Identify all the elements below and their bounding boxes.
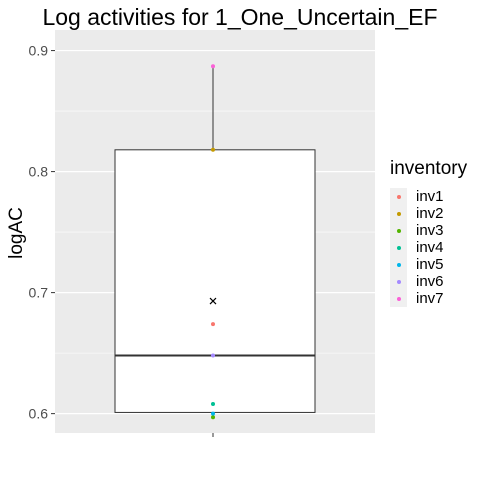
- legend-item-inv7: inv7: [390, 290, 467, 307]
- data-point-inv5: [211, 411, 215, 416]
- chart-title: Log activities for 1_One_Uncertain_EF: [42, 4, 438, 30]
- legend-marker: [397, 246, 401, 250]
- y-tick-label: 0.9: [29, 43, 49, 59]
- legend-marker: [397, 280, 401, 284]
- legend: inventory inv1 inv2 inv3 inv4 inv5 inv6 inv7: [390, 158, 467, 307]
- legend-marker: [397, 263, 401, 267]
- legend-item-inv3: inv3: [390, 222, 467, 239]
- box: [114, 149, 316, 413]
- legend-item-inv6: inv6: [390, 273, 467, 290]
- data-point-inv7: [211, 64, 215, 69]
- legend-item-inv2: inv2: [390, 205, 467, 222]
- legend-key: [390, 205, 407, 222]
- boxplot: [114, 66, 316, 418]
- legend-item-inv1: inv1: [390, 188, 467, 205]
- legend-key: [390, 188, 407, 205]
- legend-items: inv1 inv2 inv3 inv4 inv5 inv6 inv7: [390, 188, 467, 307]
- data-point-inv3: [211, 415, 215, 420]
- legend-label: inv6: [416, 273, 444, 290]
- legend-label: inv7: [416, 290, 444, 307]
- legend-marker: [397, 195, 401, 199]
- legend-key: [390, 273, 407, 290]
- y-tick-label: 0.6: [29, 406, 49, 422]
- legend-label: inv1: [416, 188, 444, 205]
- data-point-inv6: [211, 353, 215, 358]
- legend-key: [390, 290, 407, 307]
- data-point-inv1: [211, 322, 215, 327]
- mean-marker: [209, 297, 217, 305]
- legend-title: inventory: [390, 158, 468, 179]
- legend-marker: [397, 212, 401, 216]
- y-tick-label: 0.8: [29, 164, 49, 180]
- data-point-inv4: [211, 401, 215, 406]
- legend-item-inv5: inv5: [390, 256, 467, 273]
- y-axis-ticks: 0.6 0.7 0.8 0.9: [29, 43, 214, 437]
- legend-key: [390, 256, 407, 273]
- legend-item-inv4: inv4: [390, 239, 467, 256]
- y-tick-label: 0.7: [29, 285, 49, 301]
- data-points: [211, 64, 215, 420]
- legend-key: [390, 222, 407, 239]
- legend-label: inv3: [416, 222, 444, 239]
- legend-marker: [397, 229, 401, 233]
- legend-marker: [397, 297, 401, 301]
- legend-key: [390, 239, 407, 256]
- legend-label: inv4: [416, 239, 444, 256]
- legend-label: inv5: [416, 256, 444, 273]
- data-point-inv2: [211, 147, 215, 152]
- legend-label: inv2: [416, 205, 444, 222]
